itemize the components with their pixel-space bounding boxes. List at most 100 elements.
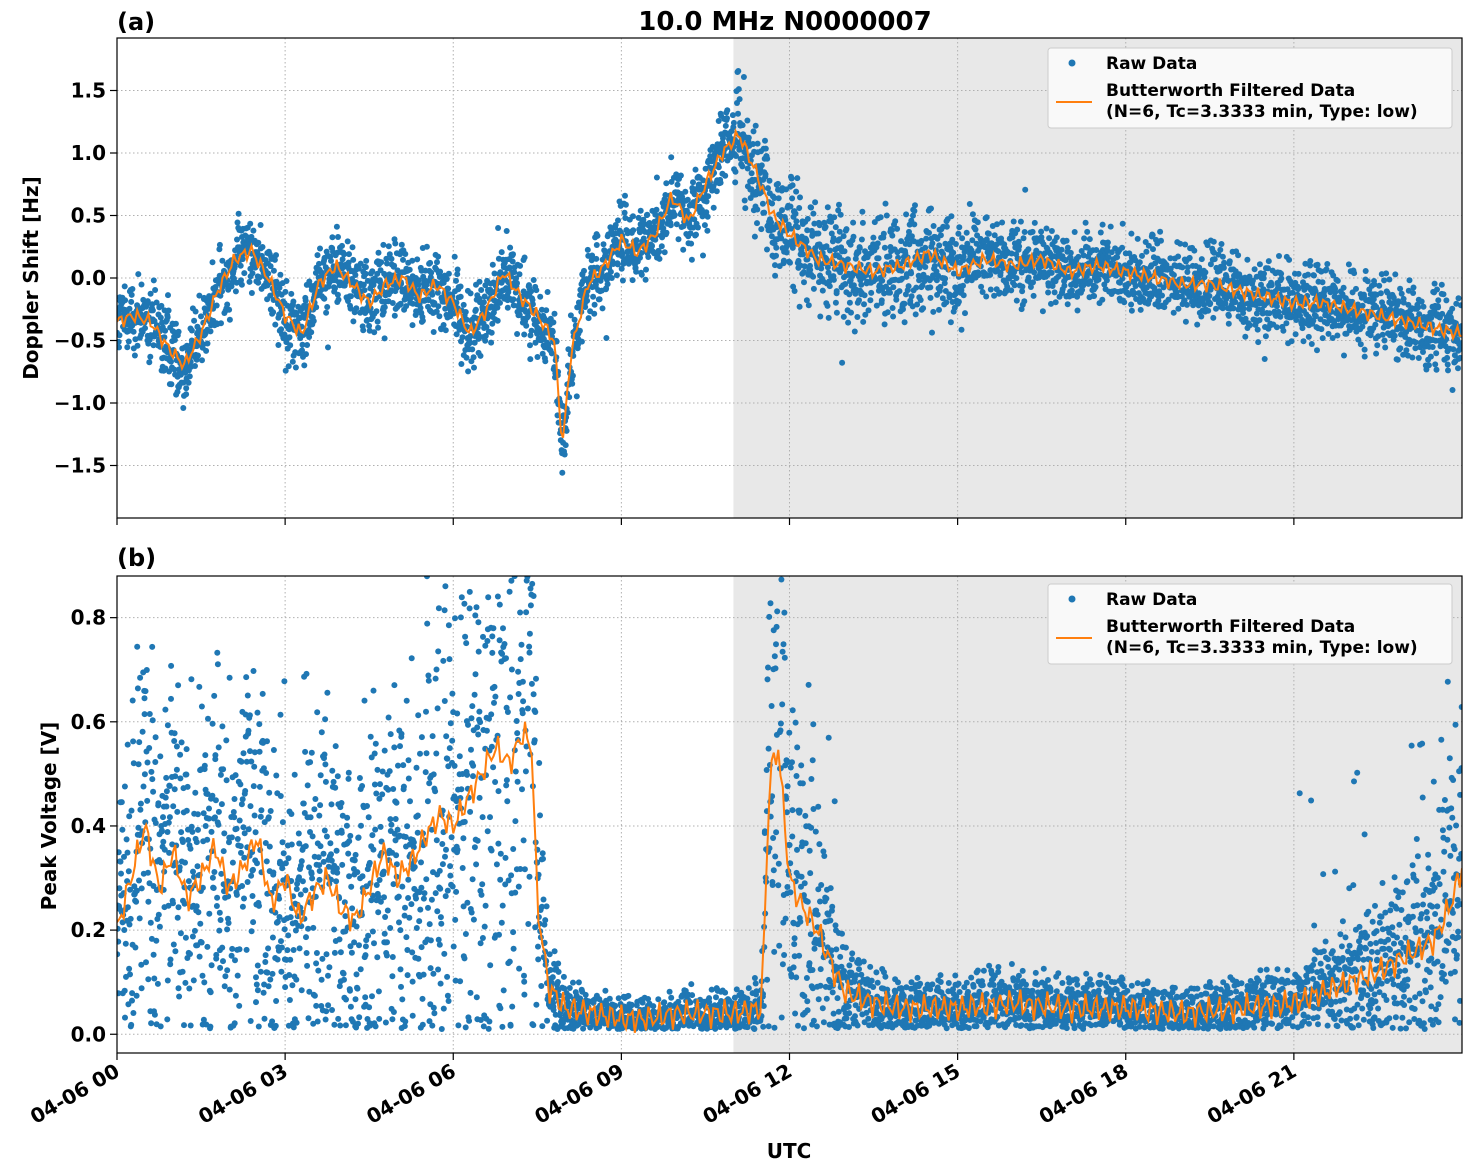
raw-data-point bbox=[1381, 277, 1388, 284]
raw-data-point bbox=[254, 709, 261, 716]
raw-data-point bbox=[185, 837, 192, 843]
raw-data-point bbox=[157, 1023, 164, 1030]
raw-data-point bbox=[509, 258, 516, 265]
raw-data-point bbox=[287, 956, 294, 963]
raw-data-point bbox=[299, 341, 306, 348]
raw-data-point bbox=[861, 292, 868, 299]
raw-data-point bbox=[127, 915, 134, 922]
raw-data-point bbox=[325, 972, 331, 979]
raw-data-point bbox=[226, 306, 233, 313]
raw-data-point bbox=[375, 324, 382, 331]
raw-data-point bbox=[277, 711, 284, 718]
raw-data-point bbox=[236, 817, 243, 824]
raw-data-point bbox=[160, 814, 166, 821]
raw-data-point bbox=[137, 806, 144, 813]
raw-data-point bbox=[340, 970, 347, 977]
raw-data-point bbox=[239, 796, 246, 803]
raw-data-point bbox=[889, 232, 896, 239]
raw-data-point bbox=[858, 236, 865, 243]
raw-data-point bbox=[459, 334, 466, 341]
raw-data-point bbox=[231, 814, 238, 821]
raw-data-point bbox=[248, 233, 255, 240]
raw-data-point bbox=[735, 68, 742, 74]
raw-data-point bbox=[260, 989, 267, 996]
raw-data-point bbox=[140, 783, 147, 790]
raw-data-point bbox=[1341, 352, 1347, 359]
raw-data-point bbox=[353, 305, 360, 312]
raw-data-point bbox=[218, 870, 225, 877]
raw-data-point bbox=[231, 263, 238, 270]
raw-data-point bbox=[578, 338, 585, 345]
raw-data-point bbox=[183, 771, 190, 778]
raw-data-point bbox=[178, 354, 185, 361]
raw-data-point bbox=[176, 993, 183, 1000]
raw-data-point bbox=[469, 346, 476, 353]
raw-data-point bbox=[349, 244, 356, 251]
raw-data-point bbox=[510, 296, 517, 303]
raw-data-point bbox=[908, 270, 915, 277]
raw-data-point bbox=[867, 297, 874, 304]
raw-data-point bbox=[1008, 287, 1015, 294]
raw-data-point bbox=[890, 284, 897, 291]
raw-data-point bbox=[187, 845, 194, 852]
raw-data-point bbox=[498, 249, 505, 256]
raw-data-point bbox=[177, 930, 184, 937]
raw-data-point bbox=[573, 393, 580, 400]
raw-data-point bbox=[1382, 344, 1389, 351]
raw-data-point bbox=[674, 181, 681, 188]
raw-data-point bbox=[163, 803, 170, 810]
raw-data-point bbox=[124, 344, 131, 351]
raw-data-point bbox=[384, 260, 390, 267]
raw-data-point bbox=[128, 807, 135, 814]
raw-data-point bbox=[1255, 339, 1262, 346]
raw-data-point bbox=[1004, 283, 1011, 290]
raw-data-point bbox=[152, 287, 159, 293]
raw-data-point bbox=[276, 284, 283, 291]
raw-data-point bbox=[232, 992, 239, 999]
raw-data-point bbox=[361, 287, 368, 294]
raw-data-point bbox=[818, 265, 825, 272]
raw-data-point bbox=[824, 264, 831, 271]
raw-data-point bbox=[214, 661, 221, 668]
raw-data-point bbox=[943, 299, 950, 306]
y-tick-label-a: 1.0 bbox=[71, 141, 106, 165]
raw-data-point bbox=[1403, 347, 1410, 354]
raw-data-point bbox=[196, 292, 203, 299]
legend-doppler: Raw Data Butterworth Filtered Data (N=6,… bbox=[1047, 47, 1453, 129]
raw-data-point bbox=[673, 221, 680, 228]
raw-data-point bbox=[179, 839, 186, 845]
raw-data-point bbox=[224, 301, 231, 308]
raw-data-point bbox=[389, 300, 396, 306]
raw-data-point bbox=[1323, 266, 1330, 273]
raw-data-point bbox=[341, 976, 347, 983]
raw-data-point bbox=[832, 299, 839, 306]
raw-data-point bbox=[680, 246, 687, 253]
raw-data-point bbox=[1204, 242, 1211, 249]
raw-data-point bbox=[964, 240, 971, 247]
raw-data-point bbox=[296, 945, 303, 952]
raw-data-point bbox=[1260, 275, 1267, 282]
raw-data-point bbox=[302, 843, 309, 850]
raw-data-point bbox=[658, 243, 665, 250]
raw-data-point bbox=[145, 869, 151, 876]
raw-data-point bbox=[884, 309, 891, 316]
raw-data-point bbox=[1268, 282, 1275, 289]
raw-data-point bbox=[1359, 323, 1366, 330]
raw-data-point bbox=[559, 469, 566, 476]
raw-data-point bbox=[1345, 261, 1352, 268]
raw-data-point bbox=[773, 252, 779, 259]
raw-data-point bbox=[147, 919, 154, 926]
raw-data-point bbox=[482, 337, 489, 344]
raw-data-point bbox=[1170, 309, 1177, 316]
raw-data-point bbox=[423, 243, 430, 250]
raw-data-point bbox=[186, 985, 193, 992]
raw-data-point bbox=[1019, 283, 1026, 290]
raw-data-point bbox=[1240, 305, 1247, 312]
raw-data-point bbox=[298, 987, 305, 994]
raw-data-point bbox=[172, 773, 179, 780]
raw-data-point bbox=[282, 984, 289, 991]
raw-data-point bbox=[266, 843, 273, 850]
raw-data-point bbox=[850, 219, 857, 226]
raw-data-point bbox=[1019, 288, 1026, 295]
raw-data-point bbox=[453, 277, 459, 284]
